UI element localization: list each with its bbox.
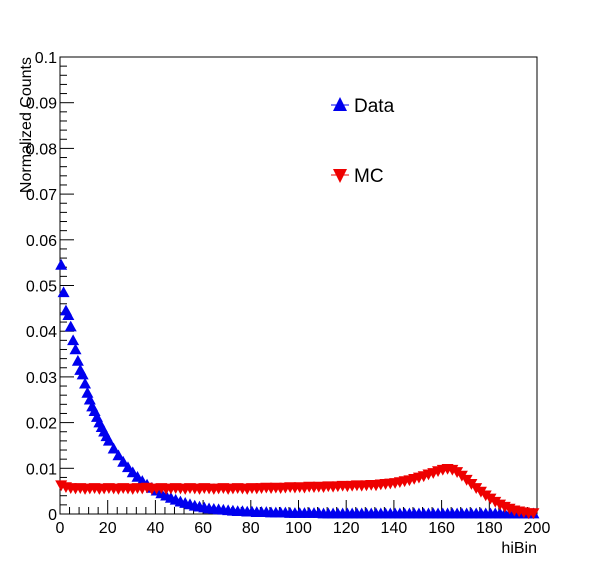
data-point [112, 449, 125, 461]
data-point [57, 286, 70, 298]
y-tick-label: 0.01 [26, 461, 57, 478]
y-tick-label: 0.02 [26, 416, 57, 433]
x-tick-label: 100 [285, 520, 312, 537]
legend: Data MC [331, 96, 395, 187]
y-tick-label: 0.05 [26, 279, 57, 296]
y-axis: 0 0.01 0.02 0.03 0.04 0.05 0.06 0.07 0.08 0.09 0.1 [26, 50, 74, 524]
data-point [62, 309, 75, 321]
data-point [121, 461, 134, 473]
data-point [67, 334, 80, 346]
mc-point [527, 508, 540, 520]
data-point [102, 434, 115, 446]
y-tick-label: 0.1 [35, 50, 57, 67]
data-point [69, 343, 82, 355]
data-point [117, 455, 130, 467]
y-tick-label: 0.07 [26, 187, 57, 204]
y-tick-label: 0.03 [26, 370, 57, 387]
x-tick-label: 200 [524, 520, 551, 537]
y-tick-label: 0.09 [26, 96, 57, 113]
data-point [107, 442, 120, 454]
series-data [55, 258, 540, 519]
series-layer [55, 258, 540, 520]
data-point [76, 368, 89, 380]
legend-label-mc: MC [354, 166, 384, 187]
y-tick-label: 0.06 [26, 233, 57, 250]
series-mc [55, 463, 540, 520]
legend-marker-data [333, 97, 347, 111]
data-point [71, 354, 84, 366]
x-tick-label: 0 [56, 520, 65, 537]
x-tick-label: 180 [476, 520, 503, 537]
data-point [79, 377, 92, 389]
x-axis-label: hiBin [501, 540, 537, 557]
legend-label-data: Data [354, 96, 395, 117]
x-tick-label: 20 [99, 520, 117, 537]
y-tick-label: 0.08 [26, 141, 57, 158]
y-tick-label: 0.04 [26, 324, 57, 341]
x-tick-label: 160 [428, 520, 455, 537]
data-point [55, 258, 68, 270]
x-tick-label: 80 [242, 520, 260, 537]
legend-marker-mc [333, 169, 347, 183]
x-tick-label: 140 [381, 520, 408, 537]
data-point [64, 320, 77, 332]
x-tick-label: 60 [194, 520, 212, 537]
x-tick-label: 120 [333, 520, 360, 537]
y-tick-label: 0 [48, 507, 57, 524]
mc-point [489, 496, 502, 508]
x-tick-label: 40 [147, 520, 165, 537]
y-axis-label: Normalized Counts [18, 57, 35, 193]
